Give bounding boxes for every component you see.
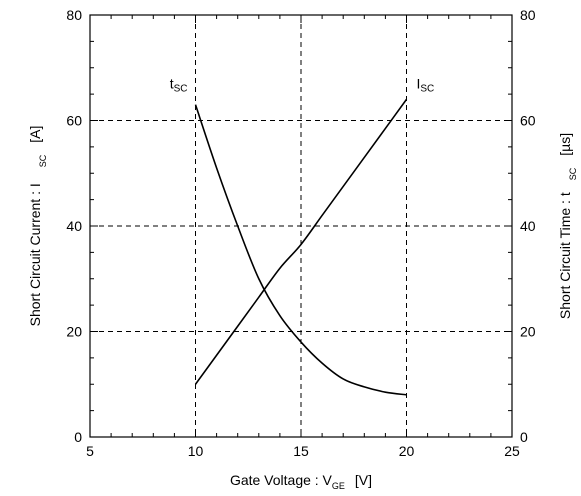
x-axis-label: Gate Voltage : VGE [V] <box>230 472 372 491</box>
y-tick-label-left: 80 <box>66 7 82 23</box>
y-tick-label-left: 40 <box>66 218 82 234</box>
series-line-t-sc <box>194 104 407 396</box>
series-label-t-sc: tSC <box>170 76 188 95</box>
series-layer <box>194 98 408 396</box>
series-line-i-sc <box>194 98 408 385</box>
x-tick-label: 25 <box>504 443 520 459</box>
y-tick-label-left: 60 <box>66 113 82 129</box>
y-tick-label-right: 40 <box>520 218 536 234</box>
grid <box>90 15 512 437</box>
y-tick-label-left: 20 <box>66 324 82 340</box>
y-tick-label-left: 0 <box>74 429 82 445</box>
y-axis-label-right: Short Circuit Time : tSC[µs] <box>557 133 578 319</box>
x-tick-label: 5 <box>86 443 94 459</box>
series-label-i-sc: ISC <box>417 76 435 95</box>
y-axis-label-left: Short Circuit Current : ISC[A] <box>27 126 48 327</box>
y-tick-label-right: 0 <box>520 429 528 445</box>
y-tick-label-right: 20 <box>520 324 536 340</box>
y-tick-label-right: 60 <box>520 113 536 129</box>
x-tick-label: 15 <box>293 443 309 459</box>
x-tick-label: 20 <box>399 443 415 459</box>
y-tick-label-right: 80 <box>520 7 536 23</box>
x-tick-label: 10 <box>188 443 204 459</box>
labels-layer: tSC ISC <box>170 76 435 95</box>
